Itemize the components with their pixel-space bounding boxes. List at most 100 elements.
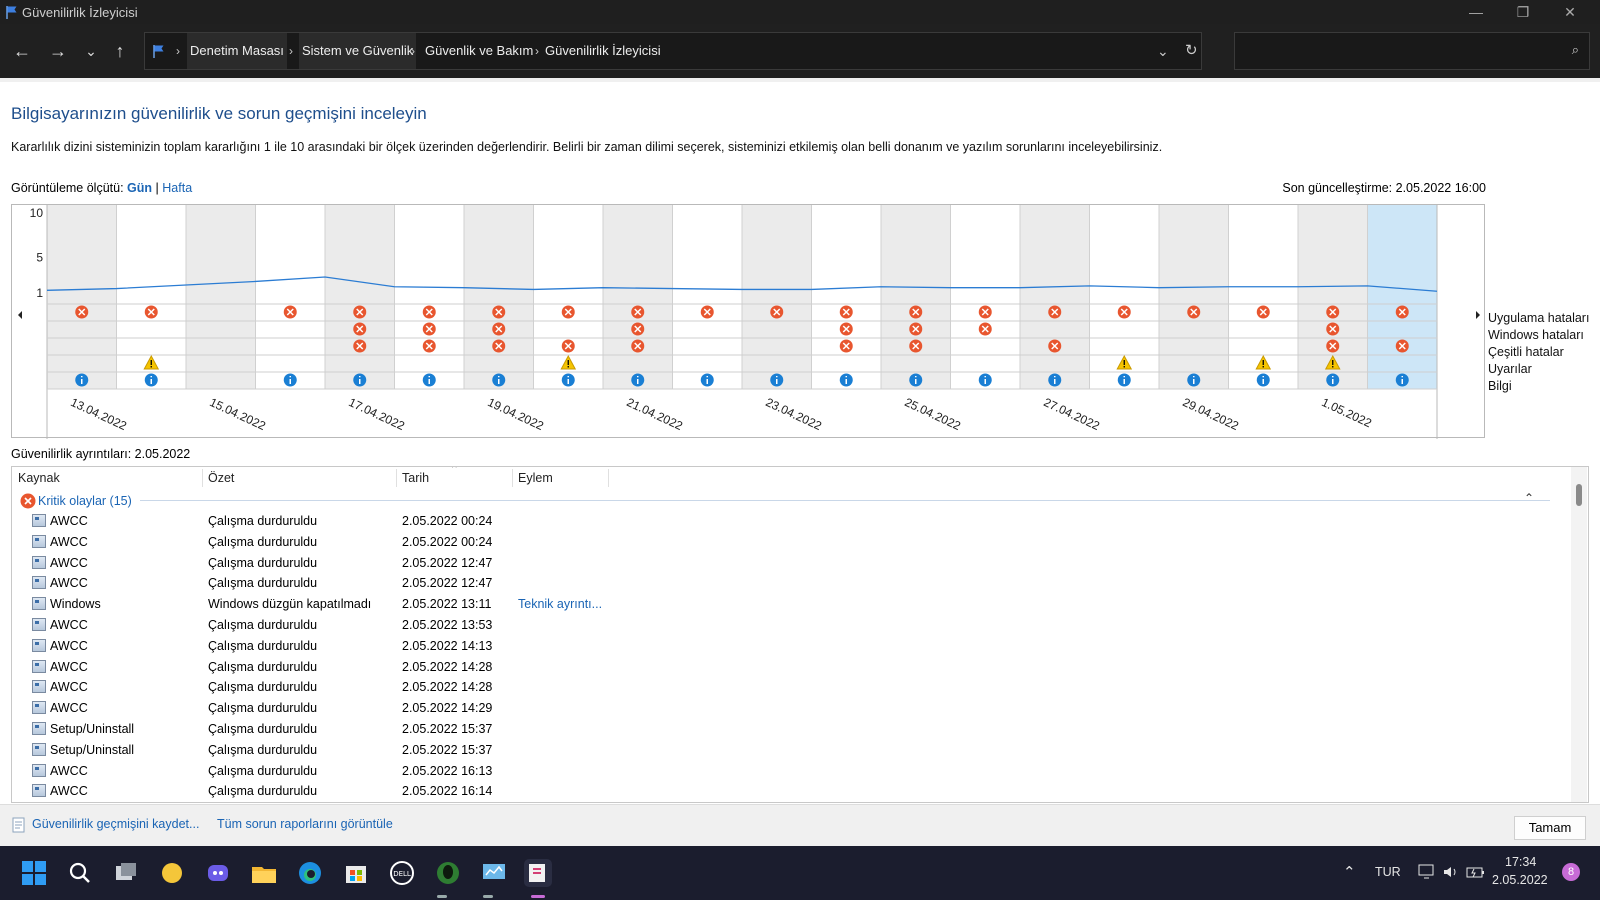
column-header-source[interactable]: Kaynak: [18, 471, 60, 485]
app-error-icon[interactable]: [144, 305, 158, 319]
info-icon[interactable]: [839, 373, 853, 387]
app-error-icon[interactable]: [1395, 305, 1409, 319]
warning-icon[interactable]: [560, 354, 577, 370]
table-row[interactable]: AWCC Çalışma durduruldu 2.05.2022 14:28: [12, 677, 1552, 698]
misc-error-icon[interactable]: [492, 339, 506, 353]
app-error-icon[interactable]: [1256, 305, 1270, 319]
misc-error-icon[interactable]: [1048, 339, 1062, 353]
start-windows-icon[interactable]: [20, 859, 48, 887]
forward-arrow-icon[interactable]: →: [49, 41, 67, 61]
dell-icon[interactable]: DELL: [388, 859, 416, 887]
info-icon[interactable]: [561, 373, 575, 387]
misc-error-icon[interactable]: [631, 339, 645, 353]
windows-error-icon[interactable]: [353, 322, 367, 336]
info-icon[interactable]: [909, 373, 923, 387]
info-icon[interactable]: [770, 373, 784, 387]
scrollbar-thumb[interactable]: [1576, 484, 1582, 506]
info-icon[interactable]: [631, 373, 645, 387]
app-error-icon[interactable]: [631, 305, 645, 319]
info-icon[interactable]: [144, 373, 158, 387]
info-icon[interactable]: [1187, 373, 1201, 387]
table-row[interactable]: AWCC Çalışma durduruldu 2.05.2022 12:47: [12, 573, 1552, 594]
app-error-icon[interactable]: [978, 305, 992, 319]
minimize-button[interactable]: —: [1469, 4, 1483, 20]
volume-icon[interactable]: [1442, 864, 1460, 880]
show-hidden-icons-chevron[interactable]: ⌃: [1343, 864, 1356, 881]
windows-error-icon[interactable]: [909, 322, 923, 336]
app-error-icon[interactable]: [1117, 305, 1131, 319]
breadcrumb-reliability-monitor[interactable]: Güvenilirlik İzleyicisi: [545, 43, 661, 58]
misc-error-icon[interactable]: [422, 339, 436, 353]
collapse-chevron-icon[interactable]: ⌃: [1524, 491, 1535, 505]
snipping-tool-icon[interactable]: [524, 859, 552, 887]
warning-icon[interactable]: [1255, 354, 1272, 370]
info-icon[interactable]: [353, 373, 367, 387]
search-icon[interactable]: [66, 859, 94, 887]
warning-icon[interactable]: [1324, 354, 1341, 370]
app-error-icon[interactable]: [492, 305, 506, 319]
breadcrumb-control-panel[interactable]: Denetim Masası: [187, 33, 287, 69]
misc-error-icon[interactable]: [909, 339, 923, 353]
reliability-chart[interactable]: 10 5 1 13.04.2022 15.04.2022 17.04.2022 19.04.…: [11, 204, 1485, 439]
file-explorer-icon[interactable]: [250, 859, 278, 887]
notification-badge[interactable]: 8: [1562, 863, 1580, 881]
info-icon[interactable]: [1326, 373, 1340, 387]
table-row[interactable]: AWCC Çalışma durduruldu 2.05.2022 14:13: [12, 636, 1552, 657]
maximize-button[interactable]: ❐: [1516, 4, 1530, 20]
view-week-link[interactable]: Hafta: [162, 181, 193, 195]
app-error-icon[interactable]: [700, 305, 714, 319]
app-error-icon[interactable]: [1326, 305, 1340, 319]
clock-time[interactable]: 17:34: [1505, 855, 1537, 869]
table-row[interactable]: AWCC Çalışma durduruldu 2.05.2022 00:24: [12, 511, 1552, 532]
search-input[interactable]: ⌕: [1234, 32, 1590, 70]
widgets-icon[interactable]: [158, 859, 186, 887]
app-error-icon[interactable]: [283, 305, 297, 319]
column-header-summary[interactable]: Özet: [208, 471, 235, 485]
task-view-icon[interactable]: [112, 859, 140, 887]
vertical-scrollbar[interactable]: [1571, 467, 1587, 802]
view-day-link[interactable]: Gün: [127, 181, 153, 195]
refresh-icon[interactable]: ↻: [1185, 42, 1198, 59]
info-icon[interactable]: [492, 373, 506, 387]
app-error-icon[interactable]: [353, 305, 367, 319]
address-bar[interactable]: › Denetim Masası › Sistem ve Güvenlik › …: [144, 32, 1202, 70]
table-row[interactable]: Setup/Uninstall Çalışma durduruldu 2.05.20…: [12, 719, 1552, 740]
misc-error-icon[interactable]: [1326, 339, 1340, 353]
info-icon[interactable]: [700, 373, 714, 387]
battery-charging-icon[interactable]: [1466, 864, 1486, 880]
edge-browser-icon[interactable]: [296, 859, 324, 887]
breadcrumb-system-security[interactable]: Sistem ve Güvenlik: [299, 33, 417, 69]
up-arrow-icon[interactable]: ↑: [115, 41, 125, 61]
table-row[interactable]: AWCC Çalışma durduruldu 2.05.2022 14:28: [12, 657, 1552, 678]
monitor-app-icon[interactable]: [480, 859, 508, 887]
table-row[interactable]: Windows Windows düzgün kapatılmadı 2.05.20…: [12, 594, 1552, 615]
microsoft-store-icon[interactable]: [342, 859, 370, 887]
misc-error-icon[interactable]: [1395, 339, 1409, 353]
group-critical-events[interactable]: Kritik olaylar (15): [38, 494, 132, 508]
save-history-link[interactable]: Güvenilirlik geçmişini kaydet...: [32, 817, 200, 831]
column-header-action[interactable]: Eylem: [518, 471, 553, 485]
network-icon[interactable]: [1418, 864, 1436, 880]
info-icon[interactable]: [978, 373, 992, 387]
app-error-icon[interactable]: [770, 305, 784, 319]
clock-date[interactable]: 2.05.2022: [1492, 873, 1548, 887]
ok-button[interactable]: Tamam: [1514, 816, 1586, 840]
table-row[interactable]: AWCC Çalışma durduruldu 2.05.2022 00:24: [12, 532, 1552, 553]
alienware-icon[interactable]: [434, 859, 462, 887]
cell-action[interactable]: Teknik ayrıntı...: [518, 597, 603, 612]
breadcrumb-security-maintenance[interactable]: Güvenlik ve Bakım: [425, 43, 534, 58]
language-indicator[interactable]: TUR: [1375, 865, 1401, 879]
windows-error-icon[interactable]: [978, 322, 992, 336]
table-row[interactable]: Setup/Uninstall Çalışma durduruldu 2.05.20…: [12, 740, 1552, 761]
info-icon[interactable]: [75, 373, 89, 387]
info-icon[interactable]: [1048, 373, 1062, 387]
info-icon[interactable]: [1117, 373, 1131, 387]
table-row[interactable]: AWCC Çalışma durduruldu 2.05.2022 16:13: [12, 761, 1552, 782]
app-error-icon[interactable]: [1048, 305, 1062, 319]
windows-error-icon[interactable]: [839, 322, 853, 336]
app-error-icon[interactable]: [422, 305, 436, 319]
info-icon[interactable]: [1395, 373, 1409, 387]
app-error-icon[interactable]: [75, 305, 89, 319]
info-icon[interactable]: [1256, 373, 1270, 387]
warning-icon[interactable]: [143, 354, 160, 370]
